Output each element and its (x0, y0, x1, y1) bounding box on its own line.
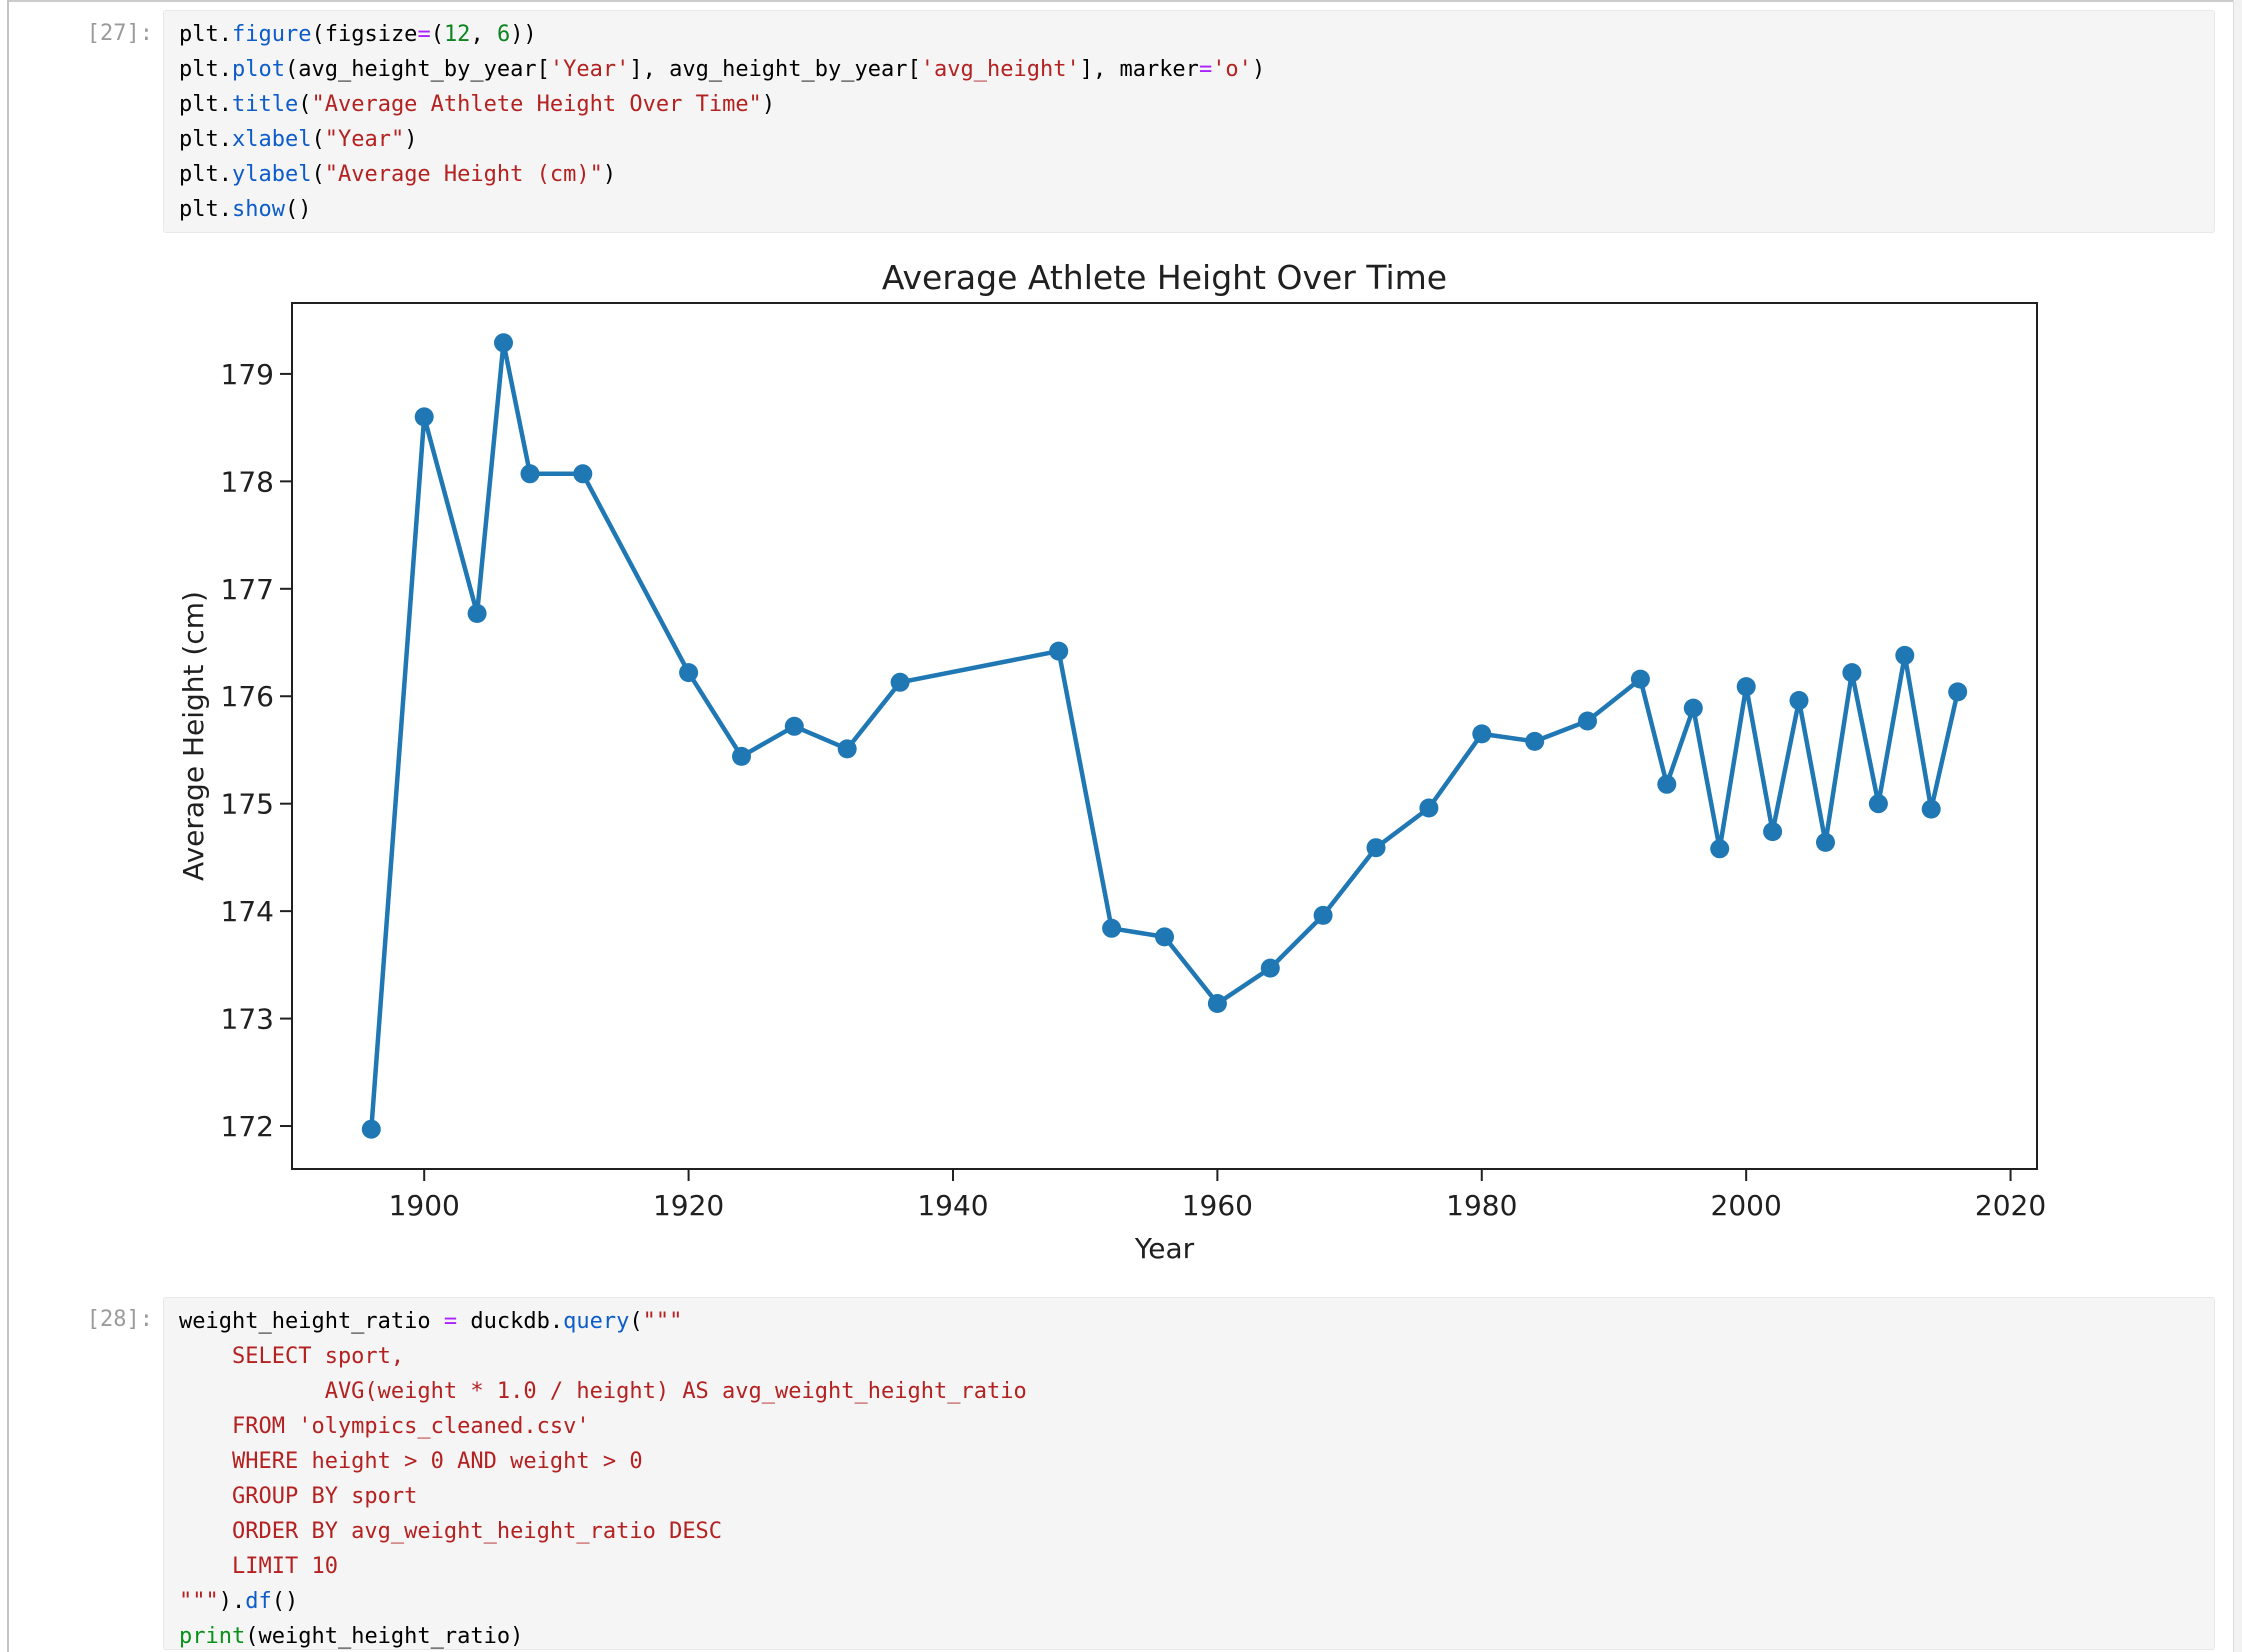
code-line: GROUP BY sport (179, 1484, 418, 1509)
data-point-marker (494, 333, 513, 353)
data-point-marker (520, 464, 540, 484)
data-point-marker (1366, 838, 1386, 858)
x-tick-label: 2000 (1711, 1189, 1782, 1222)
y-tick-label: 175 (221, 788, 274, 821)
x-tick-label: 1940 (917, 1189, 988, 1222)
data-point-marker (837, 739, 857, 759)
data-point-marker (467, 604, 487, 623)
data-point-marker (1578, 711, 1597, 731)
code-line: plt.ylabel("Average Height (cm)") (179, 162, 617, 187)
code-line: plt.title("Average Athlete Height Over T… (179, 92, 776, 117)
x-tick-label: 1920 (653, 1189, 724, 1222)
data-point-marker (1816, 832, 1835, 852)
data-point-marker (1207, 994, 1227, 1013)
code-line: FROM 'olympics_cleaned.csv' (179, 1414, 590, 1439)
x-axis-label: Year (1134, 1232, 1195, 1265)
data-point-marker (1630, 669, 1650, 689)
data-point-marker (1313, 905, 1333, 925)
code-line: SELECT sport, (179, 1344, 405, 1369)
data-point-marker (361, 1119, 381, 1139)
data-point-marker (732, 746, 751, 766)
data-point-marker (1948, 682, 1968, 702)
code-line: ORDER BY avg_weight_height_ratio DESC (179, 1519, 723, 1544)
data-point-marker (679, 663, 699, 683)
y-tick-label: 177 (221, 573, 274, 606)
code-line: plt.plot(avg_height_by_year['Year'], avg… (179, 57, 1266, 82)
y-tick-label: 172 (221, 1110, 274, 1143)
code-line: plt.xlabel("Year") (179, 127, 418, 152)
data-point-marker (1842, 663, 1862, 683)
code-line: print(weight_height_ratio) (179, 1624, 524, 1649)
execution-count-28: [28]: (86, 1307, 153, 1332)
data-point-marker (1789, 691, 1809, 710)
execution-count-27: [27]: (86, 21, 153, 46)
panel-left-border (7, 0, 9, 1652)
data-point-marker (1155, 927, 1174, 947)
data-point-marker (1736, 677, 1756, 697)
y-tick-label: 179 (221, 358, 274, 391)
data-point-marker (1710, 839, 1730, 859)
code-line: plt.show() (179, 197, 312, 222)
data-point-marker (1657, 774, 1677, 794)
y-tick-label: 173 (221, 1003, 274, 1036)
code-line: """).df() (179, 1589, 299, 1614)
plot-area (291, 302, 2038, 1170)
code-line: LIMIT 10 (179, 1554, 338, 1579)
data-point-marker (890, 672, 910, 692)
data-point-marker (1260, 958, 1280, 978)
data-point-marker (1868, 794, 1888, 814)
code-line: WHERE height > 0 AND weight > 0 (179, 1449, 643, 1474)
data-point-marker (414, 407, 434, 427)
x-tick-label: 1960 (1182, 1189, 1253, 1222)
data-point-marker (1921, 799, 1941, 819)
data-point-marker (1683, 698, 1703, 718)
panel-top-border (8, 0, 2242, 2)
y-axis-label: Average Height (cm) (177, 591, 210, 881)
data-point-marker (1472, 724, 1492, 744)
code-line: plt.figure(figsize=(12, 6)) (179, 22, 537, 47)
height-over-time-chart: 172 173 174 175 176 177 178 179 1900 1920 1940 1960… (177, 258, 2046, 1265)
data-point-marker (1049, 641, 1069, 661)
x-tick-label: 2020 (1975, 1189, 2046, 1222)
x-tick-label: 1900 (389, 1189, 460, 1222)
data-point-marker (1525, 731, 1545, 751)
code-line: AVG(weight * 1.0 / height) AS avg_weight… (179, 1379, 1027, 1404)
scrollbar[interactable] (2233, 0, 2242, 1652)
code-cell-matplotlib[interactable]: plt.figure(figsize=(12, 6)) plt.plot(avg_… (163, 10, 2215, 233)
y-tick-label: 178 (221, 465, 274, 498)
data-point-marker (784, 716, 804, 736)
x-tick-label: 1980 (1446, 1189, 1517, 1222)
code-line: weight_height_ratio = duckdb.query(""" (179, 1309, 683, 1334)
chart-title: Average Athlete Height Over Time (882, 258, 1447, 297)
y-tick-label: 174 (221, 895, 274, 928)
code-cell-duckdb-query[interactable]: weight_height_ratio = duckdb.query(""" S… (163, 1297, 2215, 1650)
data-point-marker (1102, 918, 1122, 938)
data-point-marker (573, 464, 593, 484)
data-point-marker (1895, 645, 1915, 665)
data-point-marker (1419, 798, 1439, 818)
y-tick-label: 176 (221, 680, 274, 713)
data-point-marker (1763, 822, 1783, 842)
